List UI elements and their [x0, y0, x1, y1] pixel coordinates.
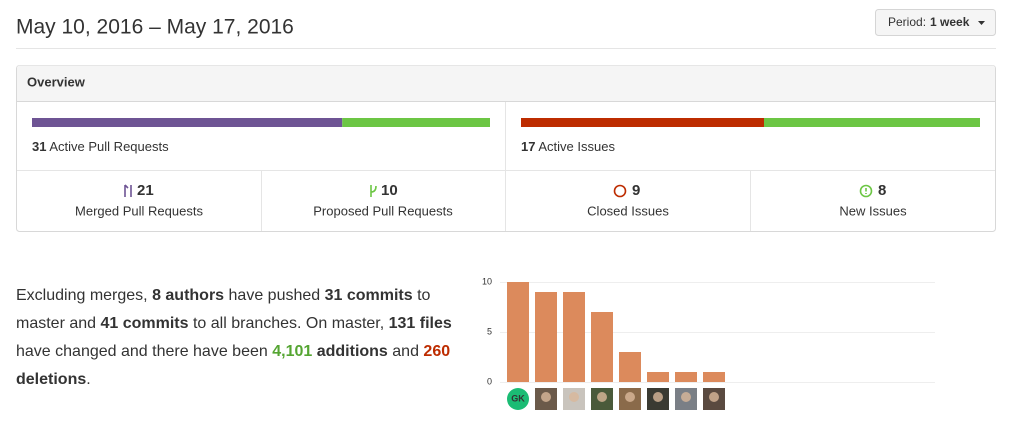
text: to all branches. On master,	[188, 315, 389, 332]
text: 41 commits	[100, 315, 189, 332]
commit-summary: Excluding merges, 8 authors have pushed …	[16, 282, 456, 394]
merged-icon	[124, 184, 132, 197]
merged-count: 21	[137, 182, 154, 199]
avatar-face	[653, 392, 663, 402]
bar	[563, 292, 585, 382]
text: Excluding merges,	[16, 287, 153, 304]
text: have changed and there have been	[16, 343, 273, 360]
proposed-icon	[370, 185, 377, 197]
new-count: 8	[878, 182, 886, 199]
pr-label: Active Pull Requests	[49, 139, 169, 154]
text: and	[387, 343, 424, 360]
bar	[703, 372, 725, 382]
closed-icon	[613, 184, 627, 198]
overview-title: Overview	[27, 74, 86, 89]
issue-count: 17	[521, 139, 535, 154]
avatar-face	[709, 392, 719, 402]
caret	[978, 21, 985, 25]
bar	[507, 282, 529, 382]
bar	[591, 312, 613, 382]
proportion-bar	[32, 118, 343, 127]
bar	[647, 372, 669, 382]
avatar-initials: GK	[511, 393, 525, 403]
text: .	[86, 371, 91, 388]
bar	[535, 292, 557, 382]
bar	[675, 372, 697, 382]
text: deletions	[16, 371, 87, 388]
y-tick-label: 5	[487, 326, 492, 336]
y-tick-label: 10	[482, 276, 492, 286]
avatar-face	[541, 392, 551, 402]
period-value: 1 week	[930, 15, 970, 29]
proposed-label: Proposed Pull Requests	[313, 203, 453, 218]
new-icon	[859, 184, 873, 198]
text: have pushed	[224, 287, 325, 304]
text: 31 commits	[324, 287, 413, 304]
avatar-face	[625, 392, 635, 402]
overview-header	[17, 65, 995, 101]
avatar-face	[681, 392, 691, 402]
bar	[619, 352, 641, 382]
text: additions	[316, 343, 388, 360]
pr-count: 31	[32, 139, 46, 154]
new-label: New Issues	[839, 203, 907, 218]
avatar-face	[597, 392, 607, 402]
issue-label: Active Issues	[538, 139, 615, 154]
proportion-bar	[342, 118, 490, 127]
period-label: Period:	[888, 15, 926, 29]
avatar	[507, 388, 529, 410]
period-button[interactable]	[875, 9, 996, 36]
text: 131 files	[388, 315, 452, 332]
text: to master and	[16, 287, 431, 332]
page-title: May 10, 2016 – May 17, 2016	[16, 16, 294, 39]
merged-label: Merged Pull Requests	[75, 203, 203, 218]
text: 260	[423, 343, 451, 360]
text: 4,101	[272, 343, 313, 360]
pr-summary: 31 Active Pull Requests	[32, 139, 169, 154]
proportion-bar	[521, 118, 764, 127]
proposed-count: 10	[381, 182, 398, 199]
proportion-bar	[764, 118, 980, 127]
avatar-face	[569, 392, 579, 402]
closed-count: 9	[632, 182, 640, 199]
issue-summary: 17 Active Issues	[521, 139, 615, 154]
text: 8 authors	[152, 287, 225, 304]
y-tick-label: 0	[487, 376, 492, 386]
closed-label: Closed Issues	[587, 203, 669, 218]
